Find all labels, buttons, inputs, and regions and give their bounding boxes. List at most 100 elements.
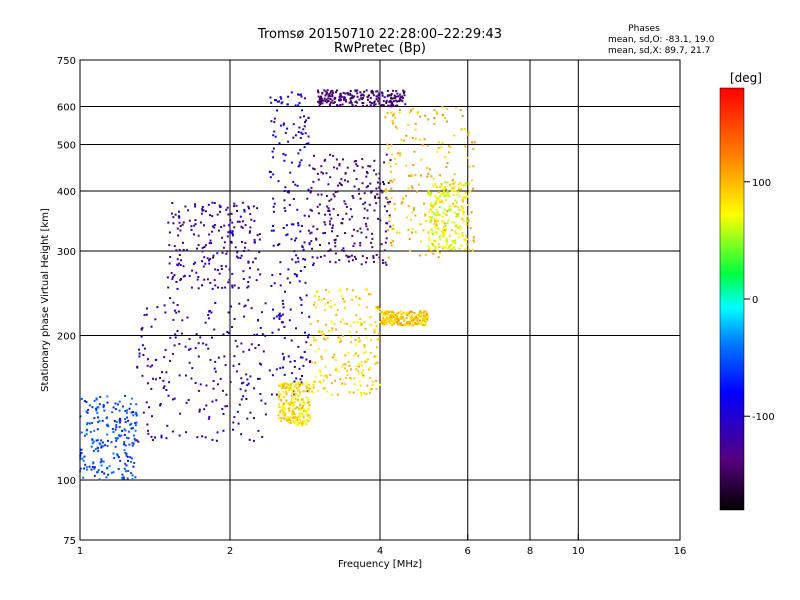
data-point	[457, 183, 460, 186]
data-point	[202, 209, 205, 212]
data-point	[370, 91, 373, 94]
data-point	[191, 269, 194, 272]
data-point	[452, 187, 455, 190]
data-point	[168, 381, 171, 384]
data-point	[89, 430, 92, 433]
data-point	[309, 415, 312, 418]
data-point	[360, 364, 363, 367]
data-point	[118, 419, 121, 422]
data-point	[258, 362, 261, 365]
data-point	[112, 406, 115, 409]
data-point	[249, 226, 252, 229]
data-point	[300, 424, 303, 427]
data-point	[423, 310, 426, 313]
data-point	[242, 278, 245, 280]
data-point	[399, 96, 402, 99]
data-point	[125, 464, 128, 467]
data-point	[432, 233, 434, 236]
data-point	[278, 397, 281, 400]
data-point	[472, 148, 475, 150]
data-point	[358, 304, 361, 307]
data-point	[359, 384, 362, 387]
data-point	[388, 179, 391, 182]
data-point	[258, 377, 261, 380]
data-point	[460, 128, 463, 131]
data-point	[115, 426, 118, 429]
data-point	[420, 313, 422, 316]
data-point	[388, 105, 391, 108]
data-point	[307, 188, 310, 191]
data-point	[410, 109, 413, 112]
data-point	[454, 248, 457, 251]
data-point	[124, 444, 127, 447]
data-point	[424, 114, 427, 117]
data-point	[294, 239, 296, 242]
data-point	[329, 213, 331, 216]
data-point	[352, 321, 355, 324]
data-point	[272, 244, 275, 247]
data-point	[347, 360, 350, 363]
data-point	[367, 185, 369, 188]
data-point	[282, 391, 285, 394]
data-point	[85, 433, 88, 436]
data-point	[424, 324, 427, 327]
data-point	[444, 194, 447, 197]
data-point	[327, 250, 330, 253]
data-point	[381, 191, 384, 194]
y-tick-label: 600	[57, 103, 76, 114]
data-point	[386, 317, 389, 320]
data-point	[393, 157, 396, 160]
data-point	[437, 141, 440, 144]
data-point	[380, 311, 383, 314]
data-point	[272, 308, 274, 311]
data-point	[375, 202, 378, 205]
data-point	[260, 399, 263, 402]
data-point	[187, 399, 190, 401]
data-point	[257, 377, 259, 380]
data-point	[166, 276, 169, 279]
data-point	[450, 229, 453, 232]
data-point	[201, 435, 204, 438]
data-point	[222, 429, 225, 432]
data-point	[167, 394, 170, 397]
data-point	[440, 200, 443, 203]
data-point	[312, 264, 315, 266]
data-point	[209, 258, 212, 261]
data-point	[129, 456, 132, 459]
data-point	[124, 462, 127, 465]
data-point	[292, 388, 295, 391]
data-point	[291, 404, 294, 407]
data-point	[277, 313, 280, 316]
data-point	[380, 321, 383, 324]
data-point	[355, 314, 358, 317]
data-point	[405, 216, 408, 219]
data-point	[256, 207, 259, 210]
data-point	[334, 261, 337, 264]
y-tick-label: 75	[63, 536, 76, 547]
data-point	[384, 322, 386, 325]
grid-lines	[80, 60, 680, 540]
data-point	[150, 387, 153, 390]
data-point	[301, 246, 304, 248]
data-point	[295, 377, 298, 380]
data-point	[303, 146, 306, 149]
data-point	[446, 247, 449, 250]
data-point	[398, 111, 401, 114]
data-point	[282, 410, 285, 413]
data-point	[138, 348, 140, 351]
data-point	[197, 389, 200, 392]
data-point	[194, 261, 197, 264]
data-point	[442, 247, 445, 250]
data-point	[394, 208, 397, 211]
data-point	[190, 225, 193, 228]
data-point	[412, 324, 415, 327]
data-point	[370, 387, 373, 390]
data-point	[227, 281, 230, 284]
data-point	[272, 173, 275, 176]
data-point	[297, 131, 300, 133]
data-point	[293, 390, 296, 393]
data-point	[415, 316, 418, 319]
data-point	[442, 113, 444, 116]
data-point	[273, 117, 276, 120]
data-point	[310, 186, 313, 189]
